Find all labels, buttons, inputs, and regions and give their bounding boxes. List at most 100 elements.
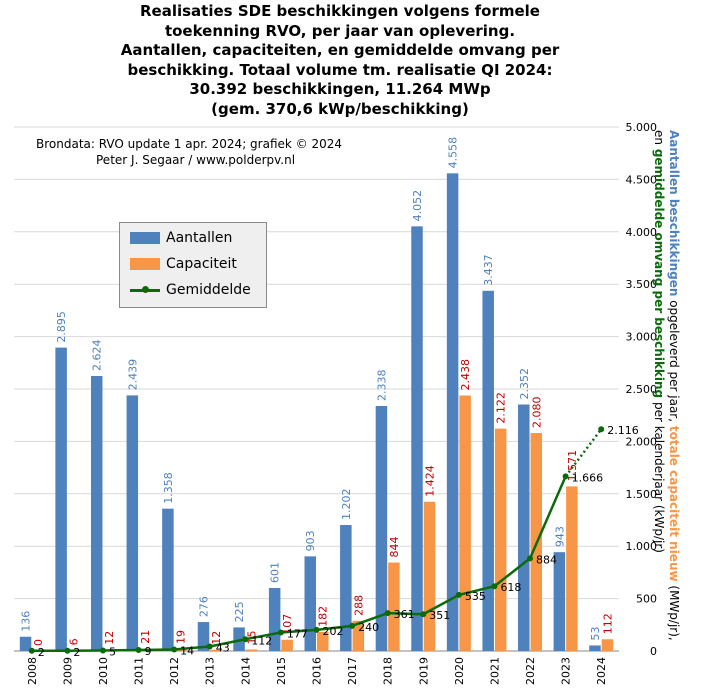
legend-label: Capaciteit xyxy=(166,256,237,272)
data-label-capaciteit: 12 xyxy=(210,631,223,645)
bar-aantallen xyxy=(553,552,566,651)
x-tick-label: 2017 xyxy=(346,657,359,685)
y-axis-title-run: per kalenderjaar (kWp/jr) xyxy=(652,398,666,553)
data-labels: 13602.89562.624122.439211.35819276122251… xyxy=(20,137,639,659)
y-tick-label: 1.500 xyxy=(626,488,658,501)
data-label-gemiddelde: 2 xyxy=(38,646,45,659)
point-gemiddelde xyxy=(527,555,534,562)
title-line: toekenning RVO, per jaar van oplevering. xyxy=(164,21,516,40)
data-label-aantallen: 1.358 xyxy=(162,472,175,504)
data-label-capaciteit: 2.080 xyxy=(530,397,543,429)
x-tick-label: 2016 xyxy=(311,657,324,685)
data-label-capaciteit: 1.424 xyxy=(424,465,437,497)
bar-capaciteit xyxy=(317,631,329,651)
point-gemiddelde xyxy=(491,583,498,590)
data-label-gemiddelde: 240 xyxy=(358,621,379,634)
title-line: beschikking. Totaal volume tm. realisati… xyxy=(127,60,553,79)
data-label-capaciteit: 288 xyxy=(352,595,365,616)
data-label-gemiddelde: 43 xyxy=(216,641,230,654)
data-label-capaciteit: 0 xyxy=(32,639,45,646)
x-tick-labels: 2008 2009 2010 2011 2012 2013 2014 2015 2016 2017… xyxy=(26,657,608,685)
data-label-capaciteit: 6 xyxy=(68,638,81,645)
bar-aantallen xyxy=(55,347,67,651)
y-axis-title-run: (MWp/jr), xyxy=(667,581,681,641)
legend-label: Gemiddelde xyxy=(166,282,251,298)
y-axis-title-run: totale capaciteit nieuw xyxy=(667,425,681,582)
data-label-gemiddelde: 618 xyxy=(500,581,521,594)
title-line: 30.392 beschikkingen, 11.264 MWp xyxy=(189,80,491,98)
point-gemiddelde xyxy=(99,647,106,654)
point-gemiddelde xyxy=(206,643,213,650)
data-label-aantallen: 1.202 xyxy=(340,489,353,521)
legend-label: Aantallen xyxy=(166,230,233,246)
legend-item-capaciteit: Capaciteit xyxy=(130,254,237,274)
point-gemiddelde xyxy=(135,647,142,654)
point-gemiddelde xyxy=(28,647,35,654)
title-line: (gem. 370,6 kWp/beschikking) xyxy=(211,99,469,118)
x-tick-label: 2020 xyxy=(453,657,466,685)
y-axis-title-run: en xyxy=(652,130,666,149)
data-label-aantallen: 276 xyxy=(197,596,210,617)
bar-aantallen xyxy=(268,588,281,651)
x-tick-label: 2013 xyxy=(204,657,217,685)
data-label-capaciteit: 112 xyxy=(601,613,614,634)
point-gemiddelde xyxy=(171,646,178,653)
data-label-gemiddelde: 884 xyxy=(536,553,557,566)
x-tick-label: 2015 xyxy=(275,657,288,685)
data-label-gemiddelde: 9 xyxy=(145,645,152,658)
data-label-gemiddelde: 14 xyxy=(180,645,194,658)
y-axis-title-line: en gemiddelde omvang per beschikking per… xyxy=(652,130,666,553)
point-gemiddelde xyxy=(562,473,569,480)
x-tick-label: 2021 xyxy=(488,657,501,685)
y-axis-title-run: Aantallen beschikkingen xyxy=(667,130,681,297)
data-label-capaciteit: 19 xyxy=(174,630,187,644)
x-tick-label: 2012 xyxy=(168,657,181,685)
data-label-aantallen: 943 xyxy=(553,526,566,547)
bar-aantallen xyxy=(518,404,530,651)
point-gemiddelde xyxy=(598,426,605,433)
data-label-aantallen: 4.052 xyxy=(411,190,424,222)
y-axis-title-run: opgeleverd per jaar, xyxy=(667,296,681,426)
y-tick-label: 5.000 xyxy=(626,121,658,134)
data-label-capaciteit: 182 xyxy=(317,606,330,627)
y-axis-title-run: gemiddelde omvang per beschikking xyxy=(652,148,666,399)
point-gemiddelde xyxy=(242,636,249,643)
y-tick-label: 1.000 xyxy=(626,540,658,553)
bar-aantallen xyxy=(197,622,210,651)
data-label-capaciteit: 107 xyxy=(281,614,294,635)
bar-capaciteit xyxy=(459,395,471,651)
line-gemiddelde xyxy=(31,475,567,653)
point-gemiddelde xyxy=(384,610,391,617)
bar-capaciteit xyxy=(210,649,222,651)
data-label-capaciteit: 2.122 xyxy=(495,392,508,424)
y-tick-label: 3.000 xyxy=(626,331,658,344)
data-label-aantallen: 3.437 xyxy=(482,254,495,286)
data-label-capaciteit: 15 xyxy=(246,630,259,644)
bar-capaciteit xyxy=(423,501,436,651)
bar-capaciteit xyxy=(281,639,293,651)
x-tick-label: 2022 xyxy=(524,657,537,685)
bar-capaciteit xyxy=(245,649,258,651)
bar-series xyxy=(19,173,614,651)
bar-aantallen xyxy=(340,525,352,651)
data-label-capaciteit: 21 xyxy=(139,630,152,644)
y-axis-title-line: Aantallen beschikkingen opgeleverd per j… xyxy=(667,130,681,641)
title-line: Realisaties SDE beschikkingen volgens fo… xyxy=(140,2,540,20)
point-gemiddelde xyxy=(455,591,462,598)
y-tick-label: 4.000 xyxy=(626,226,658,239)
x-tick-label: 2019 xyxy=(417,657,430,685)
y-tick-label: 500 xyxy=(636,593,657,606)
y-tick-labels: 0 500 1.000 1.500 2.000 2.500 3.000 3.500 4.000 4… xyxy=(626,121,658,658)
x-tick-label: 2023 xyxy=(560,657,573,685)
data-label-capaciteit: 844 xyxy=(388,537,401,558)
data-label-aantallen: 53 xyxy=(589,626,602,640)
data-label-gemiddelde: 1.666 xyxy=(572,471,604,484)
point-gemiddelde xyxy=(349,622,356,629)
x-tick-label: 2024 xyxy=(595,657,608,685)
title-line: Aantallen, capaciteiten, en gemiddelde o… xyxy=(120,41,560,59)
y-tick-label: 3.500 xyxy=(626,278,658,291)
legend-swatch xyxy=(130,286,160,293)
legend-item-gemiddelde: Gemiddelde xyxy=(130,280,251,300)
source-text: Peter J. Segaar / www.polderpv.nl xyxy=(96,153,296,167)
